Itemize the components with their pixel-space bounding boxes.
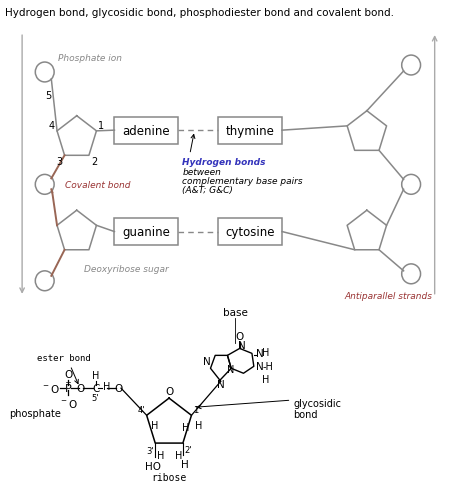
Bar — [218, 118, 282, 144]
Text: Deoxyribose sugar: Deoxyribose sugar — [84, 264, 169, 273]
Text: N: N — [255, 362, 264, 371]
Text: Antiparallel strands: Antiparallel strands — [345, 291, 433, 300]
Text: O: O — [114, 384, 122, 393]
Text: adenine: adenine — [123, 124, 170, 137]
Text: H: H — [103, 382, 110, 391]
Text: H: H — [262, 347, 270, 358]
Text: N: N — [203, 357, 210, 366]
Text: complementary base pairs: complementary base pairs — [182, 177, 303, 186]
Text: H: H — [151, 420, 158, 430]
Text: HO: HO — [146, 461, 161, 471]
Text: bond: bond — [293, 409, 318, 419]
Text: 1': 1' — [193, 406, 201, 414]
Text: 1: 1 — [98, 121, 104, 131]
Text: Hydrogen bond, glycosidic bond, phosphodiester bond and covalent bond.: Hydrogen bond, glycosidic bond, phosphod… — [5, 8, 394, 19]
Bar — [114, 118, 179, 144]
Text: H: H — [262, 374, 270, 385]
Text: O: O — [165, 386, 173, 396]
Text: base: base — [223, 307, 247, 317]
Text: C: C — [92, 384, 99, 393]
Text: $^-$O: $^-$O — [59, 397, 78, 409]
Text: O: O — [64, 369, 73, 380]
Text: thymine: thymine — [226, 124, 274, 137]
Text: N: N — [255, 348, 264, 359]
Text: $^-$O: $^-$O — [41, 383, 60, 394]
Text: 3: 3 — [56, 157, 63, 167]
Text: ester bond: ester bond — [37, 354, 91, 363]
Text: 4: 4 — [49, 121, 55, 131]
Text: O: O — [236, 332, 244, 342]
Text: 3': 3' — [146, 446, 154, 455]
Text: H: H — [175, 450, 183, 460]
Text: 2: 2 — [91, 157, 97, 167]
Text: -H: -H — [262, 362, 273, 371]
Text: 5: 5 — [45, 91, 51, 101]
Text: N: N — [217, 380, 225, 389]
Bar — [114, 219, 179, 245]
Text: H: H — [195, 420, 203, 430]
Text: O: O — [76, 384, 85, 393]
Bar — [218, 219, 282, 245]
Text: Phosphate ion: Phosphate ion — [58, 54, 122, 63]
Text: ribose: ribose — [151, 472, 187, 482]
Text: guanine: guanine — [122, 225, 170, 239]
Text: H: H — [182, 423, 190, 432]
Text: 4': 4' — [137, 406, 145, 414]
Text: 2': 2' — [185, 445, 192, 454]
Text: between: between — [182, 168, 221, 177]
Text: H: H — [157, 450, 164, 460]
Text: N: N — [237, 341, 246, 351]
Text: N: N — [227, 365, 234, 374]
Text: glycosidic: glycosidic — [293, 398, 341, 408]
Text: P: P — [65, 384, 72, 393]
Text: H: H — [92, 370, 99, 381]
Text: 5': 5' — [91, 393, 99, 402]
Text: Hydrogen bonds: Hydrogen bonds — [182, 158, 266, 167]
Text: cytosine: cytosine — [225, 225, 275, 239]
Text: Covalent bond: Covalent bond — [65, 181, 131, 189]
Text: phosphate: phosphate — [9, 408, 61, 418]
Text: H: H — [181, 459, 189, 469]
Text: (A&T; G&C): (A&T; G&C) — [182, 186, 233, 195]
